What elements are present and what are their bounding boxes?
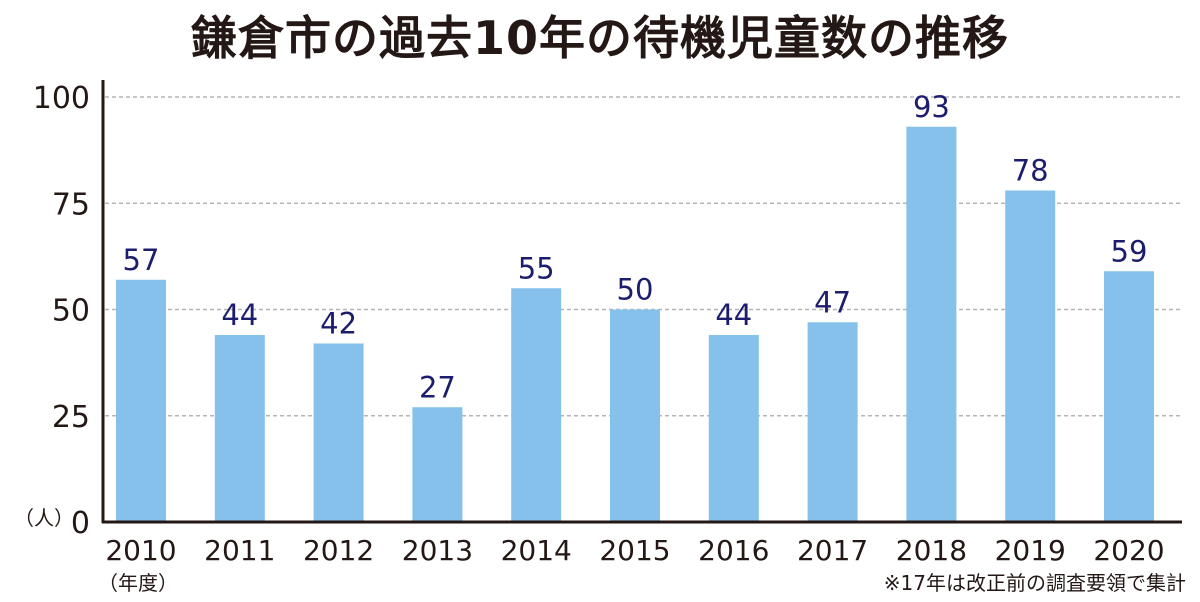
data-label-2011: 44	[221, 298, 258, 332]
bar-2018	[906, 126, 957, 522]
bar-2015	[610, 309, 660, 522]
y-tick-label: 25	[52, 400, 90, 435]
x-tick-label: 2014	[501, 534, 572, 567]
bar-2020	[1104, 271, 1154, 522]
data-label-2020: 59	[1111, 234, 1148, 268]
x-tick-label: 2015	[599, 534, 670, 567]
y-tick-label: 75	[52, 187, 90, 222]
x-tick-label: 2016	[698, 534, 769, 567]
bar-2011	[214, 335, 265, 522]
x-tick-label: 2018	[896, 534, 967, 567]
bar-2017	[807, 322, 858, 522]
data-label-2017: 47	[814, 285, 851, 319]
footnote: ※17年は改正前の調査要領で集計	[884, 571, 1186, 595]
bar-2014	[511, 288, 562, 522]
y-tick-label: 100	[33, 81, 90, 116]
x-tick-label: 2013	[402, 534, 473, 567]
x-axis-label: （年度）	[98, 571, 178, 595]
x-tick-label: 2011	[204, 534, 275, 567]
y-tick-label: 0	[71, 506, 90, 541]
data-label-2010: 57	[123, 243, 160, 277]
data-label-2014: 55	[518, 251, 555, 285]
x-tick-label: 2020	[1093, 534, 1164, 567]
data-label-2012: 42	[320, 307, 357, 341]
x-tick-label: 2010	[105, 534, 176, 567]
x-tick-label: 2012	[303, 534, 374, 567]
bar-2010	[116, 279, 166, 522]
bar-2016	[708, 335, 759, 522]
bar-2013	[412, 407, 463, 522]
data-label-2015: 50	[617, 273, 654, 307]
x-tick-label: 2019	[995, 534, 1066, 567]
data-label-2018: 93	[913, 90, 950, 124]
y-axis-label: （人）	[14, 506, 74, 530]
x-tick-label: 2017	[797, 534, 868, 567]
chart-title: 鎌倉市の過去10年の待機児童数の推移	[190, 11, 1009, 65]
y-tick-label: 50	[52, 294, 90, 329]
data-label-2016: 44	[715, 298, 752, 332]
data-label-2013: 27	[419, 370, 456, 404]
bar-2019	[1005, 190, 1056, 522]
data-label-2019: 78	[1012, 154, 1049, 188]
bar-2012	[313, 343, 364, 522]
